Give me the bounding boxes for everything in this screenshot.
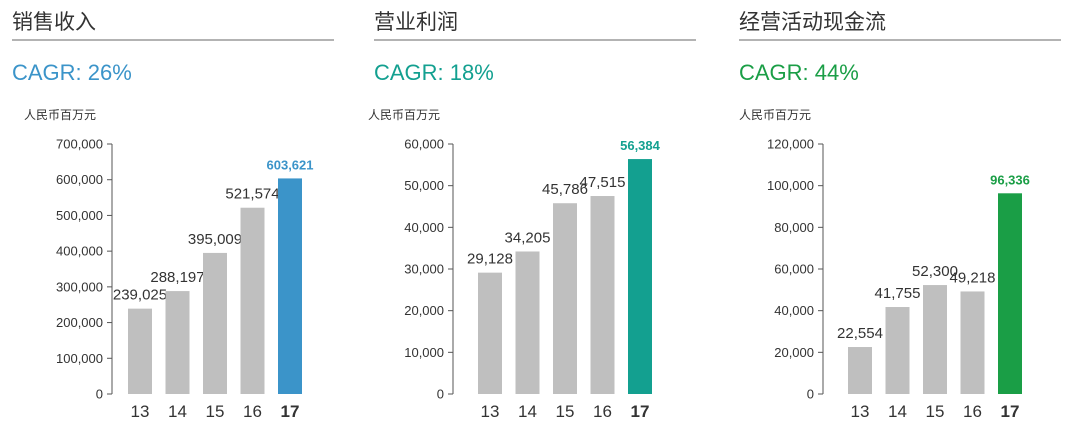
- x-tick-label: 16: [593, 402, 612, 421]
- y-tick-label: 50,000: [404, 178, 444, 193]
- y-tick-label: 0: [96, 387, 103, 402]
- bar: [885, 307, 910, 394]
- bar-value-label: 288,197: [150, 269, 204, 286]
- bar-value-label: 41,755: [875, 285, 921, 302]
- bar-value-label: 395,009: [188, 231, 242, 248]
- bar-value-label: 96,336: [990, 172, 1030, 187]
- bar: [960, 291, 985, 394]
- y-tick-label: 30,000: [404, 262, 444, 277]
- x-tick-label: 17: [1001, 402, 1020, 421]
- cagr-label: CAGR: 44%: [739, 60, 859, 85]
- x-tick-label: 14: [888, 402, 907, 421]
- unit-label: 人民币百万元: [24, 108, 97, 122]
- bar-value-label: 239,025: [113, 287, 167, 304]
- unit-label: 人民币百万元: [368, 108, 441, 122]
- panel-title: 营业利润: [374, 10, 458, 34]
- y-tick-label: 500,000: [56, 208, 103, 223]
- bar: [165, 291, 190, 394]
- bar: [553, 203, 577, 394]
- x-tick-label: 13: [131, 402, 150, 421]
- x-tick-label: 17: [631, 402, 650, 421]
- x-tick-label: 15: [926, 402, 945, 421]
- x-tick-label: 15: [206, 402, 225, 421]
- highlight-bar: [628, 159, 652, 394]
- y-tick-label: 10,000: [404, 345, 444, 360]
- bar: [848, 347, 872, 394]
- bar: [590, 196, 615, 394]
- title-divider: [374, 39, 696, 41]
- y-tick-label: 60,000: [404, 137, 444, 152]
- bar-value-label: 603,621: [267, 157, 314, 172]
- bar-value-label: 56,384: [620, 138, 661, 153]
- cagr-label: CAGR: 18%: [374, 60, 494, 85]
- y-tick-label: 600,000: [56, 172, 103, 187]
- x-tick-label: 13: [481, 402, 500, 421]
- y-tick-label: 120,000: [767, 137, 814, 152]
- bar: [515, 251, 540, 394]
- bar: [203, 252, 227, 394]
- y-tick-label: 60,000: [774, 262, 814, 277]
- bar-value-label: 47,515: [580, 174, 626, 191]
- x-tick-label: 16: [963, 402, 982, 421]
- operating-cash-flow-panel: 经营活动现金流 CAGR: 44% 人民币百万元 0 20,000 40,000 60…: [739, 0, 1079, 440]
- sales-revenue-panel: 销售收入 CAGR: 26% 人民币百万元 0 100,000 200,000 300…: [12, 0, 352, 440]
- y-tick-label: 0: [437, 387, 444, 402]
- highlight-bar: [278, 178, 302, 394]
- x-tick-label: 14: [168, 402, 187, 421]
- y-tick-label: 80,000: [774, 220, 814, 235]
- bar-value-label: 521,574: [225, 186, 279, 203]
- y-tick-label: 700,000: [56, 137, 103, 152]
- bar: [240, 207, 265, 394]
- unit-label: 人民币百万元: [739, 108, 812, 122]
- bar-value-label: 45,786: [542, 181, 588, 198]
- y-tick-label: 20,000: [774, 345, 814, 360]
- sales-revenue-chart: 0 100,000 200,000 300,000 400,000 500,000 600,…: [56, 137, 314, 422]
- y-tick-label: 40,000: [404, 220, 444, 235]
- y-tick-label: 0: [807, 387, 814, 402]
- title-divider: [739, 39, 1061, 41]
- bar-value-label: 22,554: [837, 325, 883, 342]
- bar: [128, 308, 152, 394]
- x-tick-label: 13: [851, 402, 870, 421]
- bar-value-label: 29,128: [467, 251, 513, 268]
- y-tick-label: 40,000: [774, 303, 814, 318]
- bar-value-label: 52,300: [912, 263, 958, 280]
- operating-cash-flow-chart: 0 20,000 40,000 60,000 80,000 100,000 120,000 2…: [767, 137, 1030, 422]
- operating-profit-panel: 营业利润 CAGR: 18% 人民币百万元 0 10,000 20,000 30,00…: [368, 0, 714, 440]
- y-tick-label: 20,000: [404, 303, 444, 318]
- y-tick-label: 100,000: [767, 178, 814, 193]
- y-tick-label: 200,000: [56, 315, 103, 330]
- panel-title: 销售收入: [12, 10, 96, 34]
- y-tick-label: 400,000: [56, 244, 103, 259]
- title-divider: [12, 39, 334, 41]
- x-tick-label: 14: [518, 402, 537, 421]
- x-tick-label: 17: [281, 402, 300, 421]
- bar: [478, 272, 502, 394]
- bar-value-label: 49,218: [950, 269, 996, 286]
- x-tick-label: 16: [243, 402, 262, 421]
- bar-value-label: 34,205: [505, 229, 551, 246]
- bar: [923, 285, 947, 394]
- x-tick-label: 15: [556, 402, 575, 421]
- y-tick-label: 100,000: [56, 351, 103, 366]
- y-tick-label: 300,000: [56, 279, 103, 294]
- panel-title: 经营活动现金流: [739, 10, 886, 34]
- operating-profit-chart: 0 10,000 20,000 30,000 40,000 50,000 60,000 29,…: [404, 137, 661, 422]
- cagr-label: CAGR: 26%: [12, 60, 132, 85]
- highlight-bar: [998, 193, 1022, 394]
